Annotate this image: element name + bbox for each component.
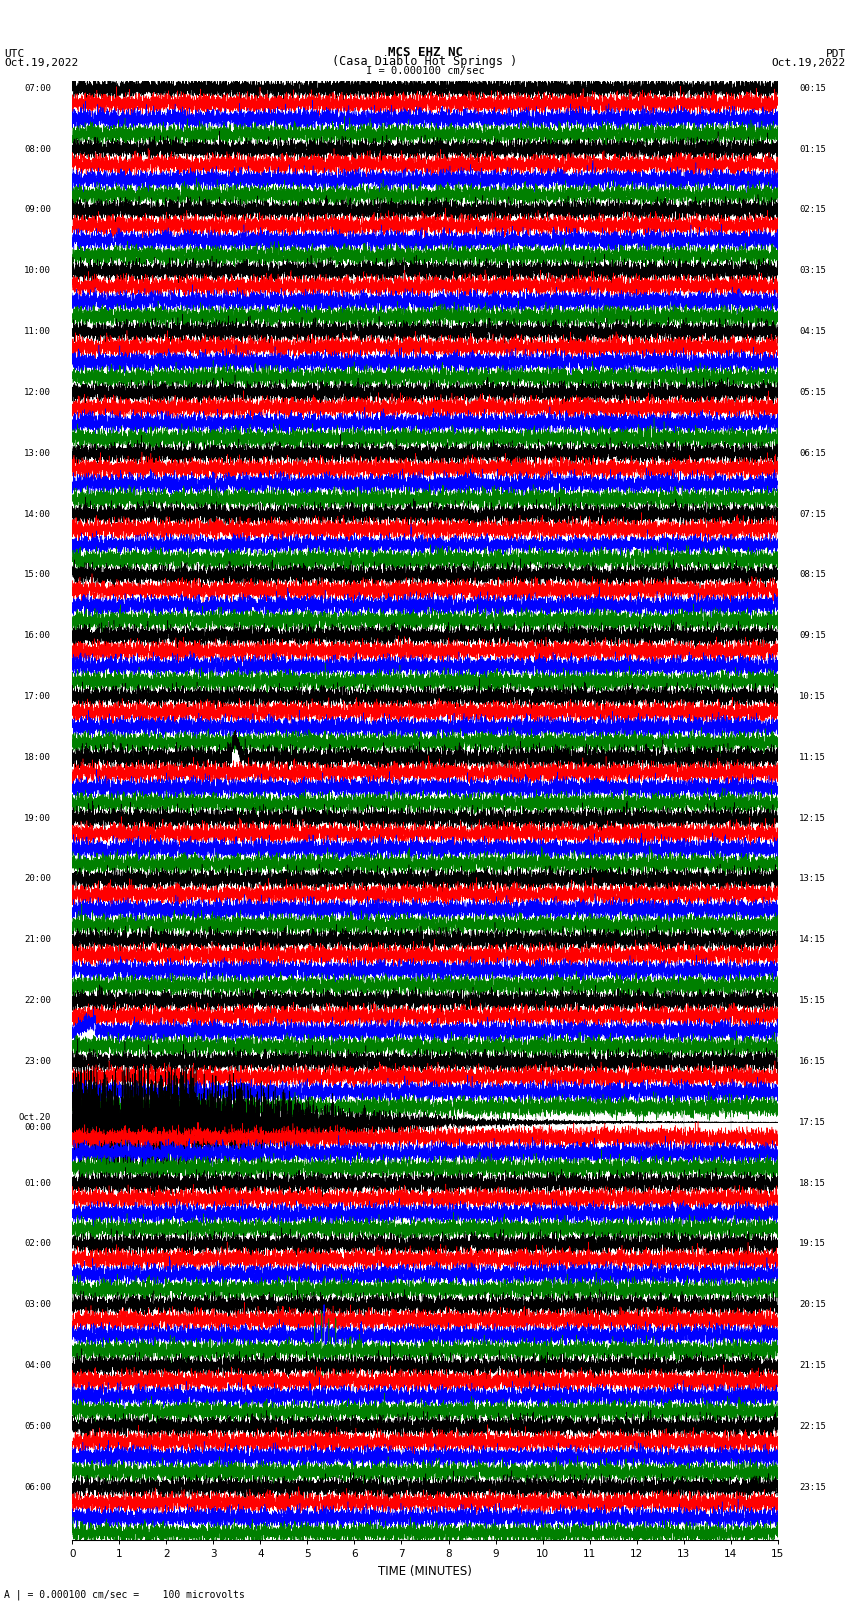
- Text: 13:00: 13:00: [24, 448, 51, 458]
- Text: 12:15: 12:15: [799, 813, 826, 823]
- Text: 08:15: 08:15: [799, 571, 826, 579]
- Text: 09:15: 09:15: [799, 631, 826, 640]
- Text: 23:00: 23:00: [24, 1057, 51, 1066]
- Text: Oct.19,2022: Oct.19,2022: [4, 58, 78, 68]
- Text: 21:15: 21:15: [799, 1361, 826, 1369]
- Text: 17:15: 17:15: [799, 1118, 826, 1127]
- Text: 05:15: 05:15: [799, 387, 826, 397]
- Text: PDT: PDT: [825, 48, 846, 58]
- Text: 16:15: 16:15: [799, 1057, 826, 1066]
- Text: 19:00: 19:00: [24, 813, 51, 823]
- Text: (Casa Diablo Hot Springs ): (Casa Diablo Hot Springs ): [332, 55, 518, 68]
- Text: 11:15: 11:15: [799, 753, 826, 761]
- Text: 01:00: 01:00: [24, 1179, 51, 1187]
- Text: 04:15: 04:15: [799, 327, 826, 336]
- Text: 22:15: 22:15: [799, 1423, 826, 1431]
- Text: 02:15: 02:15: [799, 205, 826, 215]
- Text: 07:15: 07:15: [799, 510, 826, 518]
- Text: 18:00: 18:00: [24, 753, 51, 761]
- Text: 07:00: 07:00: [24, 84, 51, 94]
- Text: 05:00: 05:00: [24, 1423, 51, 1431]
- Text: Oct.19,2022: Oct.19,2022: [772, 58, 846, 68]
- Text: 18:15: 18:15: [799, 1179, 826, 1187]
- Text: 12:00: 12:00: [24, 387, 51, 397]
- Text: 06:00: 06:00: [24, 1482, 51, 1492]
- Text: 15:15: 15:15: [799, 997, 826, 1005]
- Text: 16:00: 16:00: [24, 631, 51, 640]
- Text: Oct.20
00:00: Oct.20 00:00: [19, 1113, 51, 1132]
- Text: 11:00: 11:00: [24, 327, 51, 336]
- Text: 20:15: 20:15: [799, 1300, 826, 1310]
- Text: 14:00: 14:00: [24, 510, 51, 518]
- Text: 20:00: 20:00: [24, 874, 51, 884]
- Text: 23:15: 23:15: [799, 1482, 826, 1492]
- Text: 04:00: 04:00: [24, 1361, 51, 1369]
- Text: 08:00: 08:00: [24, 145, 51, 153]
- Text: UTC: UTC: [4, 48, 25, 58]
- Text: 19:15: 19:15: [799, 1239, 826, 1248]
- Text: 01:15: 01:15: [799, 145, 826, 153]
- Text: 03:15: 03:15: [799, 266, 826, 276]
- Text: 03:00: 03:00: [24, 1300, 51, 1310]
- Text: 17:00: 17:00: [24, 692, 51, 702]
- X-axis label: TIME (MINUTES): TIME (MINUTES): [378, 1565, 472, 1578]
- Text: I = 0.000100 cm/sec: I = 0.000100 cm/sec: [366, 66, 484, 76]
- Text: 21:00: 21:00: [24, 936, 51, 944]
- Text: 06:15: 06:15: [799, 448, 826, 458]
- Text: 22:00: 22:00: [24, 997, 51, 1005]
- Text: A | = 0.000100 cm/sec =    100 microvolts: A | = 0.000100 cm/sec = 100 microvolts: [4, 1589, 245, 1600]
- Text: 00:15: 00:15: [799, 84, 826, 94]
- Text: 13:15: 13:15: [799, 874, 826, 884]
- Text: 15:00: 15:00: [24, 571, 51, 579]
- Text: 10:00: 10:00: [24, 266, 51, 276]
- Text: 10:15: 10:15: [799, 692, 826, 702]
- Text: MCS EHZ NC: MCS EHZ NC: [388, 45, 462, 58]
- Text: 14:15: 14:15: [799, 936, 826, 944]
- Text: 09:00: 09:00: [24, 205, 51, 215]
- Text: 02:00: 02:00: [24, 1239, 51, 1248]
